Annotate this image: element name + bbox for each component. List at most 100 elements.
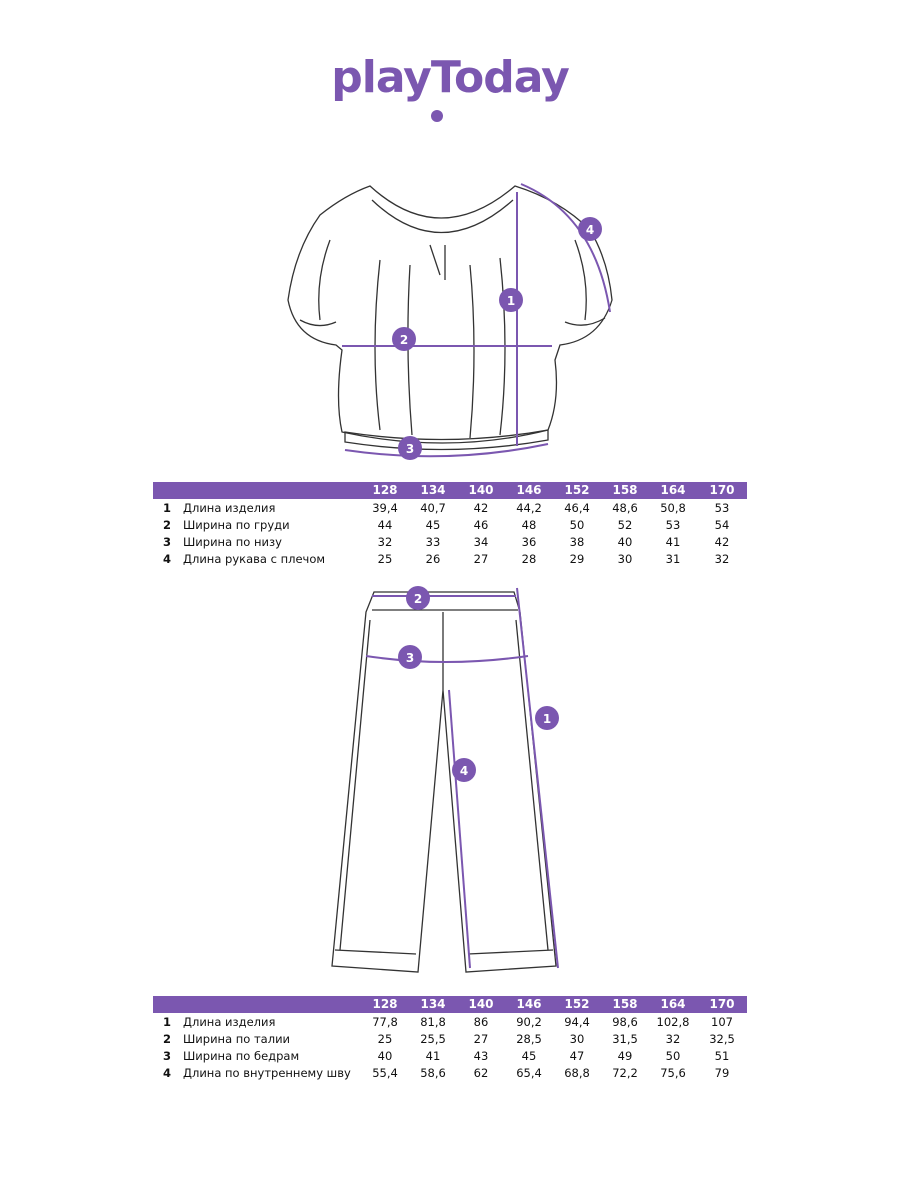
table-cell: 52 — [617, 518, 633, 532]
table-cell: 98,6 — [612, 1015, 638, 1029]
table-cell: 39,4 — [372, 501, 398, 515]
table-cell: 32 — [377, 535, 393, 549]
row-number: 1 — [163, 1015, 172, 1029]
size-header-cell: 128 — [372, 997, 398, 1011]
table-cell: 32 — [714, 552, 730, 566]
table-cell: 42 — [473, 501, 489, 515]
size-header-cell: 164 — [660, 997, 686, 1011]
blouse-marker-1: 1 — [499, 288, 523, 312]
pants-marker-4: 4 — [452, 758, 476, 782]
table-cell: 53 — [714, 501, 730, 515]
table-cell: 28,5 — [516, 1032, 542, 1046]
table-cell: 29 — [569, 552, 585, 566]
table-cell: 45 — [425, 518, 441, 532]
pants-marker-1: 1 — [535, 706, 559, 730]
table-cell: 40,7 — [420, 501, 446, 515]
blouse-marker-2: 2 — [392, 327, 416, 351]
svg-text:1: 1 — [543, 712, 551, 726]
pants-marker-2: 2 — [406, 586, 430, 610]
table-cell: 45 — [521, 1049, 537, 1063]
row-number: 3 — [163, 1049, 172, 1063]
table-cell: 31 — [665, 552, 681, 566]
table-cell: 58,6 — [420, 1066, 446, 1080]
size-header-cell: 146 — [516, 997, 542, 1011]
table-cell: 30 — [569, 1032, 585, 1046]
table-cell: 50,8 — [660, 501, 686, 515]
table-cell: 25 — [377, 1032, 393, 1046]
table-cell: 47 — [569, 1049, 585, 1063]
row-label: Длина рукава с плечом — [183, 552, 326, 566]
table-cell: 53 — [665, 518, 681, 532]
table-cell: 48 — [521, 518, 537, 532]
table-cell: 32 — [665, 1032, 681, 1046]
table-cell: 44,2 — [516, 501, 542, 515]
table-cell: 94,4 — [564, 1015, 590, 1029]
table-row: 4 Длина по внутреннему шву 55,4 58,6 62 65,4 6… — [153, 1064, 747, 1081]
brand-logo: playToday — [331, 52, 570, 103]
table-cell: 33 — [425, 535, 441, 549]
size-header-cell: 170 — [709, 997, 735, 1011]
table-cell: 50 — [665, 1049, 681, 1063]
table-cell: 31,5 — [612, 1032, 638, 1046]
table-cell: 26 — [425, 552, 441, 566]
row-number: 4 — [163, 552, 172, 566]
table-cell: 54 — [714, 518, 730, 532]
table-cell: 43 — [473, 1049, 489, 1063]
blouse-sketch — [287, 185, 613, 451]
row-label: Ширина по груди — [183, 518, 290, 532]
table-cell: 46,4 — [564, 501, 590, 515]
pants-sketch — [331, 591, 557, 973]
size-header-cell: 152 — [564, 483, 590, 497]
row-number: 3 — [163, 535, 172, 549]
table-cell: 36 — [521, 535, 537, 549]
table-cell: 50 — [569, 518, 585, 532]
table-cell: 48,6 — [612, 501, 638, 515]
table-cell: 46 — [473, 518, 489, 532]
bottom-size-table: 128 134 140 146 152 158 164 170 1 Длина изделия 77… — [153, 996, 747, 1081]
table-row: 2 Ширина по груди 44 45 46 48 50 52 53 54 — [153, 516, 747, 533]
svg-text:4: 4 — [586, 223, 594, 237]
table-cell: 25,5 — [420, 1032, 446, 1046]
table-cell: 28 — [521, 552, 537, 566]
table-row: 3 Ширина по бедрам 40 41 43 45 47 49 50 51 — [153, 1047, 747, 1064]
table-cell: 81,8 — [420, 1015, 446, 1029]
svg-text:1: 1 — [507, 294, 515, 308]
size-header-cell: 170 — [709, 483, 735, 497]
table-cell: 90,2 — [516, 1015, 542, 1029]
blouse-measure-lines — [342, 183, 611, 458]
table-cell: 30 — [617, 552, 633, 566]
table-cell: 55,4 — [372, 1066, 398, 1080]
pants-measure-lines — [365, 587, 559, 969]
table-cell: 41 — [665, 535, 681, 549]
size-header-cell: 140 — [468, 997, 494, 1011]
size-header: 128 134 140 146 152 158 164 170 — [153, 482, 747, 499]
table-cell: 75,6 — [660, 1066, 686, 1080]
table-row: 2 Ширина по талии 25 25,5 27 28,5 30 31,5 32 32,5 — [153, 1030, 747, 1047]
blouse-marker-3: 3 — [398, 436, 422, 460]
row-label: Ширина по низу — [183, 535, 282, 549]
row-number: 2 — [163, 1032, 172, 1046]
row-label: Длина изделия — [183, 1015, 276, 1029]
row-label: Длина изделия — [183, 501, 276, 515]
table-cell: 77,8 — [372, 1015, 398, 1029]
svg-text:3: 3 — [406, 442, 414, 456]
row-label: Длина по внутреннему шву — [183, 1066, 351, 1080]
table-cell: 32,5 — [709, 1032, 735, 1046]
table-cell: 44 — [377, 518, 393, 532]
table-cell: 62 — [473, 1066, 489, 1080]
table-cell: 49 — [617, 1049, 633, 1063]
row-label: Ширина по бедрам — [183, 1049, 300, 1063]
svg-text:4: 4 — [460, 764, 468, 778]
size-header-cell: 134 — [420, 997, 446, 1011]
table-cell: 51 — [714, 1049, 730, 1063]
row-label: Ширина по талии — [183, 1032, 291, 1046]
row-number: 4 — [163, 1066, 172, 1080]
size-header-cell: 146 — [516, 483, 542, 497]
table-cell: 38 — [569, 535, 585, 549]
size-header-cell: 164 — [660, 483, 686, 497]
table-cell: 40 — [617, 535, 633, 549]
table-cell: 102,8 — [656, 1015, 690, 1029]
svg-text:2: 2 — [400, 333, 408, 347]
table-cell: 42 — [714, 535, 730, 549]
